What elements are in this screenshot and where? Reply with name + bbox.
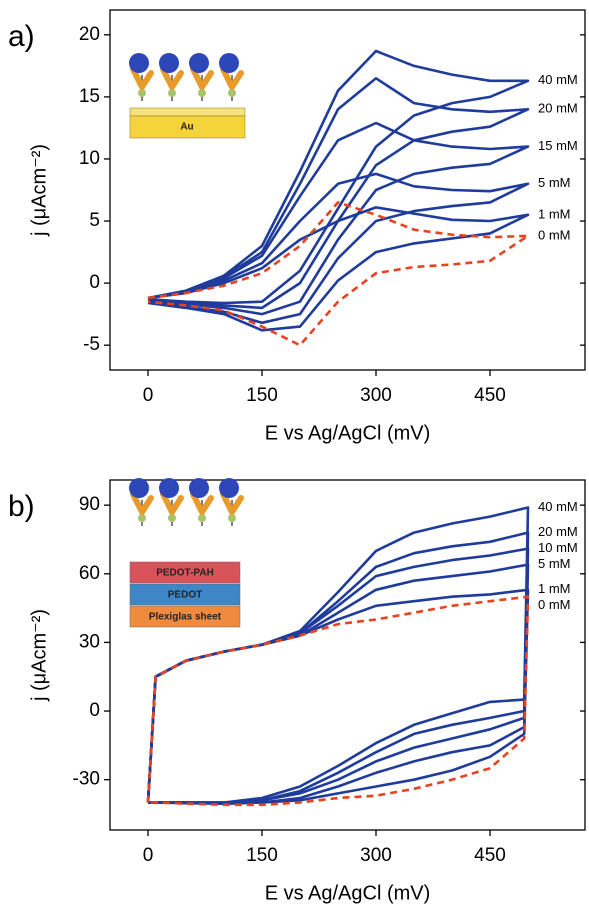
protein xyxy=(219,53,239,73)
layer xyxy=(129,605,241,628)
bead xyxy=(138,89,146,97)
antibody xyxy=(220,66,244,90)
bead xyxy=(138,514,146,522)
cv-curve xyxy=(147,49,530,305)
bead xyxy=(168,89,176,97)
inset-label: Plexiglas sheet xyxy=(149,612,222,623)
bead xyxy=(228,514,236,522)
x-tick-label: 450 xyxy=(474,385,506,406)
x-tick-label: 0 xyxy=(143,385,154,406)
y-tick-label: 0 xyxy=(89,272,100,293)
bead xyxy=(228,89,236,97)
bead xyxy=(198,89,206,97)
antibody xyxy=(190,491,214,515)
series-label: 20 mM xyxy=(538,524,578,539)
au-top xyxy=(129,107,246,117)
protein xyxy=(219,478,239,498)
series-label: 15 mM xyxy=(538,138,578,153)
layer xyxy=(129,561,241,584)
plot-frame xyxy=(109,479,586,831)
protein xyxy=(189,53,209,73)
y-axis-title: j (μAcm⁻²) xyxy=(28,609,50,702)
au-slab xyxy=(129,115,246,139)
layer xyxy=(129,583,241,606)
series-label: 0 mM xyxy=(538,597,571,612)
y-tick-label: 15 xyxy=(79,86,100,107)
y-tick-label: 60 xyxy=(79,563,100,584)
bead xyxy=(198,514,206,522)
x-tick-label: 150 xyxy=(246,385,278,406)
inset-label: Au xyxy=(180,122,193,133)
panel-label: b) xyxy=(8,490,35,523)
y-tick-label: 90 xyxy=(79,494,100,515)
panel-label: a) xyxy=(8,20,35,53)
inset: PEDOT-PAH PEDOT Plexiglas sheet xyxy=(129,478,244,628)
antibody xyxy=(130,66,154,90)
antibody xyxy=(160,491,184,515)
x-axis-title: E vs Ag/AgCl (mV) xyxy=(265,882,431,904)
series-label: 40 mM xyxy=(538,499,578,514)
series-label: 20 mM xyxy=(538,101,578,116)
antibody xyxy=(160,66,184,90)
x-tick-label: 450 xyxy=(474,845,506,866)
series-label: 1 mM xyxy=(538,581,571,596)
y-tick-label: -30 xyxy=(73,769,100,790)
y-axis-title: j (μAcm⁻²) xyxy=(28,144,50,237)
inset-label: PEDOT xyxy=(168,590,202,601)
series-label: 0 mM xyxy=(538,227,571,242)
antibody xyxy=(190,66,214,90)
y-tick-label: 20 xyxy=(79,24,100,45)
x-tick-label: 150 xyxy=(246,845,278,866)
protein xyxy=(189,478,209,498)
y-tick-label: -5 xyxy=(83,334,100,355)
protein xyxy=(129,53,149,73)
cv-curve xyxy=(146,595,530,807)
series-label: 5 mM xyxy=(538,175,571,190)
series-label: 40 mM xyxy=(538,72,578,87)
y-tick-label: 5 xyxy=(89,210,100,231)
y-tick-label: 10 xyxy=(79,148,100,169)
series-label: 10 mM xyxy=(538,540,578,555)
antibody xyxy=(220,491,244,515)
x-axis-title: E vs Ag/AgCl (mV) xyxy=(265,422,431,444)
series-label: 5 mM xyxy=(538,556,571,571)
cv-curve xyxy=(147,206,530,332)
inset-label: PEDOT-PAH xyxy=(156,568,214,579)
y-tick-label: 0 xyxy=(89,700,100,721)
protein xyxy=(159,53,179,73)
plot-frame xyxy=(109,9,586,371)
cv-curve xyxy=(147,201,530,347)
antibody xyxy=(130,491,154,515)
bead xyxy=(168,514,176,522)
inset: Au xyxy=(129,53,246,139)
x-tick-label: 300 xyxy=(360,385,392,406)
cv-curve xyxy=(147,172,530,325)
y-tick-label: 30 xyxy=(79,631,100,652)
x-tick-label: 300 xyxy=(360,845,392,866)
x-tick-label: 0 xyxy=(143,845,154,866)
protein xyxy=(159,478,179,498)
protein xyxy=(129,478,149,498)
cv-curve xyxy=(147,121,530,316)
cv-curve xyxy=(147,77,530,310)
series-label: 1 mM xyxy=(538,206,571,221)
